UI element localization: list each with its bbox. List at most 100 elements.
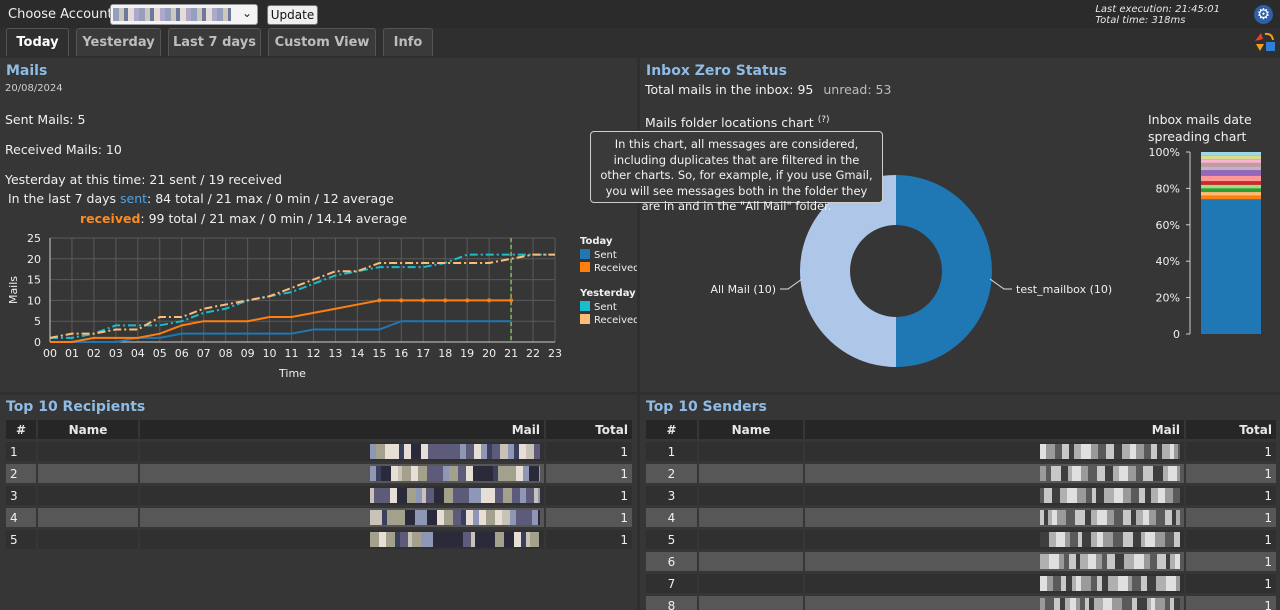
row-name xyxy=(699,574,803,593)
row-number: 8 xyxy=(646,596,697,610)
folder-donut-chart: test_mailbox (10) All Mail (10) xyxy=(710,175,1112,367)
y-tick-label: 20 xyxy=(27,253,41,266)
col-number[interactable]: # xyxy=(6,420,36,439)
row-total: 1 xyxy=(546,508,632,527)
gear-icon[interactable]: ⚙ xyxy=(1254,5,1273,24)
redacted-email xyxy=(370,510,540,525)
stack-segment xyxy=(1201,155,1261,160)
row-number: 7 xyxy=(646,574,697,593)
last7-prefix: In the last 7 days xyxy=(8,191,120,206)
x-tick-label: 15 xyxy=(372,347,386,360)
folder-chart-title-text: Mails folder locations chart xyxy=(645,115,814,131)
col-name[interactable]: Name xyxy=(699,420,803,439)
help-mark[interactable]: (?) xyxy=(817,115,830,125)
row-mail xyxy=(140,508,544,527)
y-axis-label: Mails xyxy=(7,276,20,304)
row-number: 4 xyxy=(646,508,697,527)
x-tick-label: 05 xyxy=(153,347,167,360)
row-mail xyxy=(140,530,544,549)
row-name xyxy=(38,442,138,461)
row-total: 1 xyxy=(546,464,632,483)
y-tick-label: 0 xyxy=(1173,328,1180,341)
legend-yesterday-sent: Sent xyxy=(594,302,617,313)
total-time-text: Total time: 318ms xyxy=(1095,15,1186,26)
redacted-email xyxy=(370,466,540,481)
row-mail xyxy=(805,574,1184,593)
tab-yesterday[interactable]: Yesterday xyxy=(76,28,161,56)
today-sent-line xyxy=(50,320,512,343)
stack-segment xyxy=(1201,152,1261,156)
inbox-zero-panel: Inbox Zero Status Total mails in the inb… xyxy=(640,58,1280,392)
redacted-email xyxy=(1040,510,1180,525)
mails-panel: Mails 20/08/2024 Sent Mails: 5 Received … xyxy=(0,58,637,392)
chart-help-tooltip: In this chart, all messages are consider… xyxy=(590,131,883,213)
tab-today[interactable]: Today xyxy=(6,28,69,56)
mails-date: 20/08/2024 xyxy=(5,83,63,94)
last7-sent-stats: : 84 total / 21 max / 0 min / 12 average xyxy=(147,191,394,206)
row-number: 1 xyxy=(6,442,36,461)
row-total: 1 xyxy=(546,530,632,549)
date-spread-title-line2: spreading chart xyxy=(1148,129,1247,144)
stack-segment xyxy=(1201,188,1261,193)
row-number: 5 xyxy=(6,530,36,549)
col-total[interactable]: Total xyxy=(546,420,632,439)
account-select[interactable]: ⌄ xyxy=(110,4,258,25)
tab-last-7-days[interactable]: Last 7 days xyxy=(168,28,261,56)
row-mail xyxy=(140,464,544,483)
row-total: 1 xyxy=(1186,574,1276,593)
yesterday-sent-line xyxy=(50,253,555,339)
redacted-email xyxy=(370,532,540,547)
row-name xyxy=(699,486,803,505)
donut-leader-line xyxy=(780,278,803,290)
col-total[interactable]: Total xyxy=(1186,420,1276,439)
stack-segment xyxy=(1201,159,1261,163)
received-mails-count: Received Mails: 10 xyxy=(5,142,122,157)
col-mail[interactable]: Mail xyxy=(805,420,1184,439)
donut-slice-label: All Mail (10) xyxy=(710,283,776,296)
legend-yesterday-received: Received xyxy=(594,315,637,326)
legend-swatch xyxy=(580,301,590,311)
inbox-total: Total mails in the inbox: 95 unread: 53 xyxy=(645,82,891,97)
tab-custom-view[interactable]: Custom View xyxy=(268,28,376,56)
row-name xyxy=(699,552,803,571)
redacted-email xyxy=(1040,466,1180,481)
data-point xyxy=(465,298,470,303)
legend-yesterday-title: Yesterday xyxy=(579,288,636,299)
y-tick-label: 60% xyxy=(1156,219,1180,232)
legend-today-received: Received xyxy=(594,263,637,274)
col-mail[interactable]: Mail xyxy=(140,420,544,439)
last7-received-summary: received: 99 total / 21 max / 0 min / 14… xyxy=(80,211,407,226)
redacted-account-name xyxy=(113,8,231,21)
row-mail xyxy=(140,486,544,505)
row-mail xyxy=(805,486,1184,505)
tab-info[interactable]: Info xyxy=(383,28,433,56)
x-axis-label: Time xyxy=(278,367,306,380)
row-mail xyxy=(805,508,1184,527)
row-total: 1 xyxy=(1186,508,1276,527)
col-name[interactable]: Name xyxy=(38,420,138,439)
x-tick-label: 20 xyxy=(482,347,496,360)
row-total: 1 xyxy=(546,486,632,505)
x-tick-label: 18 xyxy=(438,347,452,360)
col-number[interactable]: # xyxy=(646,420,697,439)
row-name xyxy=(38,464,138,483)
x-tick-label: 04 xyxy=(131,347,145,360)
view-switch-icon[interactable] xyxy=(1253,31,1277,53)
x-tick-label: 09 xyxy=(241,347,255,360)
update-button[interactable]: Update xyxy=(267,5,318,25)
